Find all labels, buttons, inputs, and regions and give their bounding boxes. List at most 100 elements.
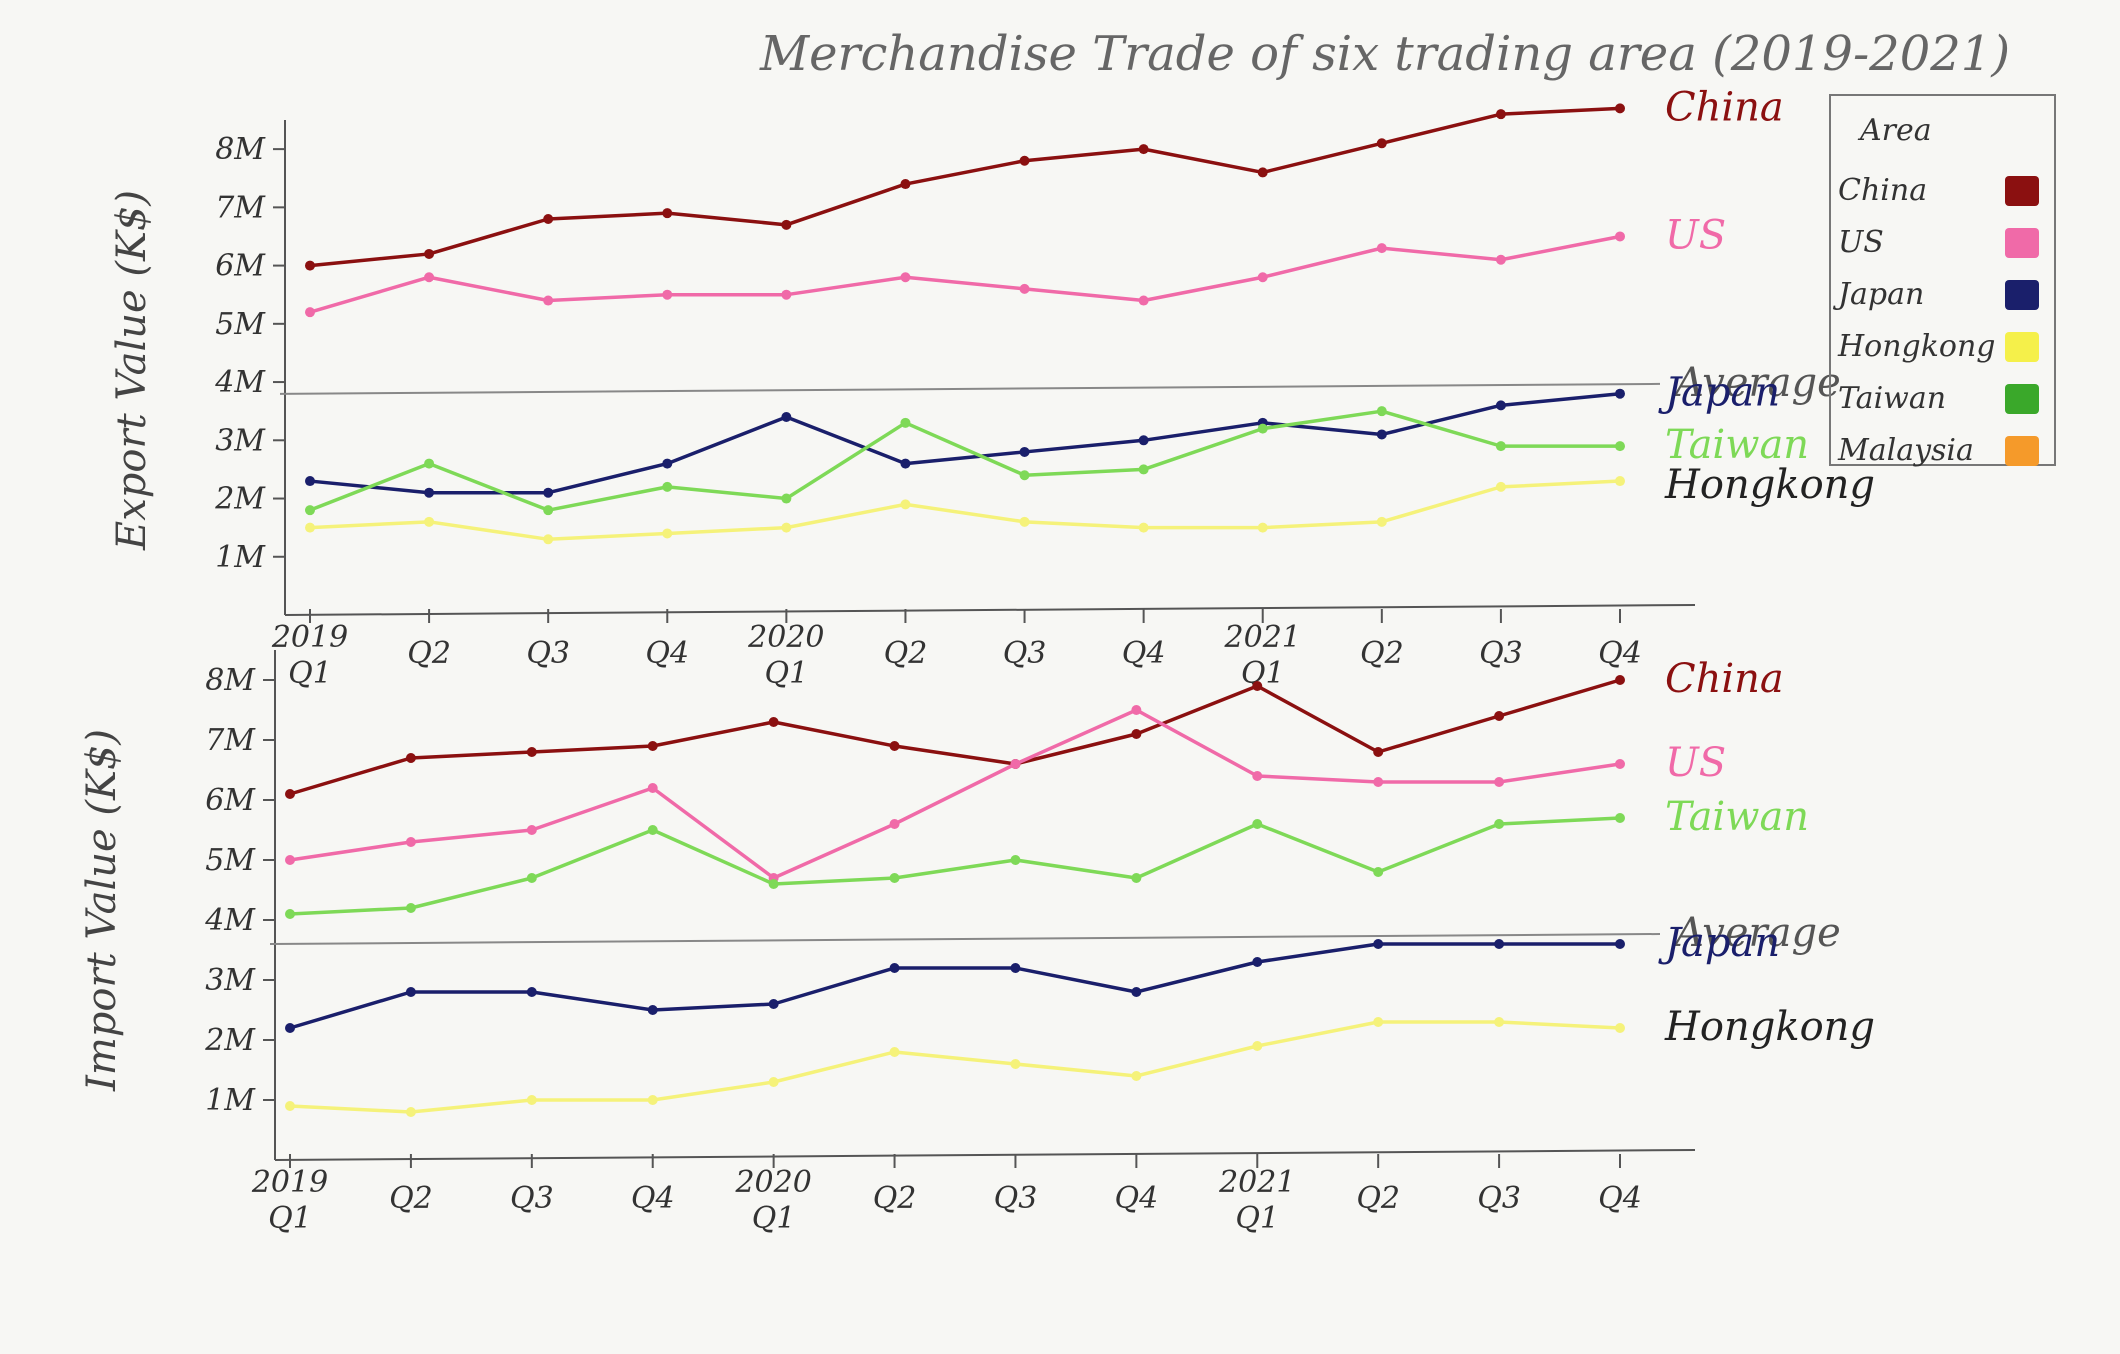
data-point xyxy=(1376,406,1387,417)
series-end-label: Taiwan xyxy=(1665,794,1809,840)
data-point xyxy=(1010,963,1021,973)
data-point xyxy=(1376,138,1387,149)
data-point xyxy=(1252,681,1263,691)
data-point xyxy=(662,458,673,469)
x-tick-label: 2019 Q1 xyxy=(271,620,348,691)
legend-swatch xyxy=(2005,436,2039,466)
series-line xyxy=(289,942,1620,1030)
series-line xyxy=(289,678,1621,796)
data-point xyxy=(1257,522,1268,533)
data-point xyxy=(1494,1017,1505,1027)
y-tick-label: 4M xyxy=(214,365,266,400)
x-tick-label: Q3 xyxy=(510,1181,554,1216)
series-line xyxy=(309,234,1621,314)
data-point xyxy=(889,1047,900,1057)
data-point xyxy=(781,412,792,422)
x-tick-label: 2019 Q1 xyxy=(251,1165,328,1236)
data-point xyxy=(405,1107,416,1117)
average-label: Average xyxy=(1671,360,1841,406)
data-point xyxy=(526,987,537,997)
x-tick-label: Q4 xyxy=(645,636,689,671)
data-point xyxy=(1615,675,1625,685)
data-point xyxy=(1495,481,1506,492)
y-tick-label: 8M xyxy=(205,663,256,698)
series-end-label: US xyxy=(1665,740,1726,786)
data-point xyxy=(1010,1059,1021,1069)
data-point xyxy=(1010,855,1021,865)
data-point xyxy=(1131,1071,1142,1081)
data-point xyxy=(305,307,315,318)
data-point xyxy=(647,783,658,793)
data-point xyxy=(1495,254,1506,265)
legend-item-label: Japan xyxy=(1832,277,1924,312)
data-point xyxy=(647,825,658,835)
data-point xyxy=(647,1005,658,1015)
x-tick-label: 2020 Q1 xyxy=(734,1165,811,1236)
x-tick-label: 2021 Q1 xyxy=(1224,620,1301,691)
series-end-label: China xyxy=(1665,84,1784,130)
data-point xyxy=(285,855,295,865)
x-tick-label: Q2 xyxy=(407,636,451,671)
data-point xyxy=(1615,103,1625,114)
data-point xyxy=(889,819,900,829)
data-point xyxy=(889,873,900,883)
data-point xyxy=(662,208,673,219)
series-line xyxy=(289,816,1621,916)
data-point xyxy=(1257,272,1268,283)
y-tick-label: 5M xyxy=(215,307,266,342)
series-line xyxy=(309,106,1621,268)
x-tick-label: Q3 xyxy=(526,636,570,671)
data-point xyxy=(424,248,435,259)
data-point xyxy=(1252,1041,1263,1051)
data-point xyxy=(405,837,416,847)
data-point xyxy=(1138,464,1149,475)
data-point xyxy=(1010,759,1021,769)
data-point xyxy=(1252,957,1263,967)
series-end-label: US xyxy=(1665,212,1726,258)
data-point xyxy=(768,999,779,1009)
x-tick-label: Q2 xyxy=(1360,636,1404,671)
y-tick-label: 6M xyxy=(215,249,266,284)
data-point xyxy=(285,909,295,919)
data-point xyxy=(1131,987,1142,997)
data-point xyxy=(1138,144,1149,155)
data-point xyxy=(543,505,554,516)
y-tick-label: 2M xyxy=(204,1023,256,1058)
data-point xyxy=(1376,429,1387,440)
series-taiwan: Taiwan xyxy=(285,794,1809,919)
x-tick-label: Q4 xyxy=(1122,636,1166,671)
data-point xyxy=(1615,476,1625,487)
data-point xyxy=(543,534,554,545)
data-point xyxy=(305,522,315,533)
data-point xyxy=(1019,283,1030,294)
series-us: US xyxy=(285,705,1726,883)
data-point xyxy=(405,753,416,763)
data-point xyxy=(526,873,537,883)
x-tick-label: Q3 xyxy=(1479,636,1523,671)
series-line xyxy=(289,1020,1621,1114)
data-point xyxy=(900,458,911,469)
x-tick-label: Q3 xyxy=(994,1181,1038,1216)
x-tick-label: 2021 Q1 xyxy=(1218,1165,1295,1236)
data-point xyxy=(424,487,435,498)
legend-title: Area xyxy=(1857,113,1932,148)
series-line xyxy=(309,391,1621,495)
data-point xyxy=(768,879,779,889)
legend-item-label: China xyxy=(1838,173,1927,208)
y-tick-label: 8M xyxy=(215,132,266,167)
x-tick-label: Q4 xyxy=(631,1181,675,1216)
data-point xyxy=(543,295,554,306)
data-point xyxy=(526,825,537,835)
data-point xyxy=(1373,747,1384,757)
series-line xyxy=(289,708,1621,880)
data-point xyxy=(1376,243,1387,254)
series-china: China xyxy=(305,84,1784,271)
legend-swatch xyxy=(2005,280,2039,310)
y-tick-label: 4M xyxy=(204,903,256,938)
data-point xyxy=(1615,813,1625,823)
y-tick-label: 3M xyxy=(215,423,266,458)
data-point xyxy=(1019,446,1030,457)
x-tick-label: Q2 xyxy=(1356,1181,1400,1216)
data-point xyxy=(1257,167,1268,178)
